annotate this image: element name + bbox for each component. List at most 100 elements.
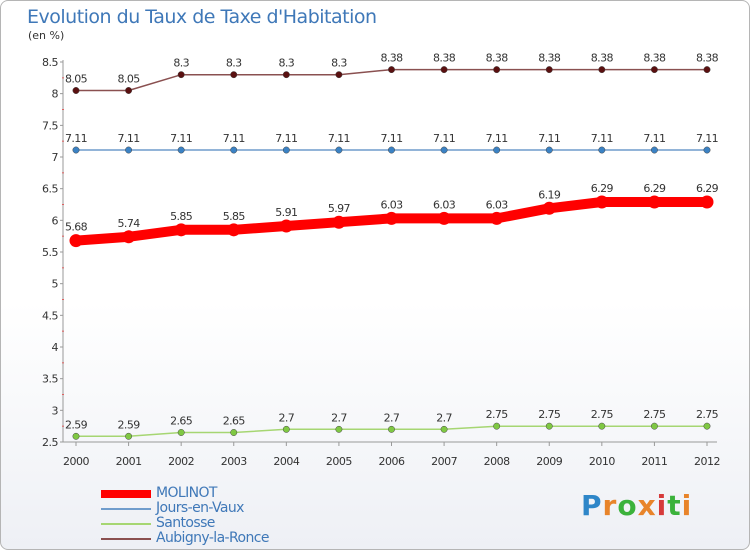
- data-label: 6.03: [433, 198, 456, 211]
- data-point: [282, 425, 290, 433]
- data-point: [437, 211, 451, 225]
- logo-letter: t: [667, 489, 682, 522]
- x-tick-label: 2007: [431, 455, 457, 468]
- data-point: [647, 195, 661, 209]
- data-label: 6.29: [591, 182, 614, 195]
- data-point: [279, 219, 293, 233]
- x-tick-label: 2004: [273, 455, 299, 468]
- data-point: [650, 422, 658, 430]
- data-label: 8.3: [331, 57, 347, 70]
- y-tick-label: 6: [52, 214, 59, 227]
- data-point: [598, 66, 606, 74]
- legend-label: Santosse: [156, 515, 215, 531]
- y-tick-label: 8.5: [42, 56, 58, 69]
- data-point: [125, 146, 133, 154]
- x-tick-label: 2012: [694, 455, 720, 468]
- data-label: 7.11: [538, 132, 560, 145]
- y-tick-label: 4: [52, 341, 59, 354]
- data-label: 5.85: [170, 210, 193, 223]
- data-point: [700, 195, 714, 209]
- data-point: [545, 146, 553, 154]
- data-label: 2.7: [331, 411, 347, 424]
- data-label: 2.75: [486, 408, 509, 421]
- data-point: [440, 66, 448, 74]
- data-point: [650, 146, 658, 154]
- legend-label: Jours-en-Vaux: [156, 500, 244, 516]
- data-point: [385, 211, 398, 225]
- data-label: 7.11: [170, 132, 192, 145]
- legend-label: MOLINOT: [156, 485, 217, 501]
- data-point: [650, 66, 658, 74]
- data-point: [125, 432, 133, 440]
- data-label: 7.11: [486, 132, 508, 145]
- x-tick-label: 2006: [379, 455, 405, 468]
- data-point: [542, 201, 556, 215]
- data-label: 8.05: [65, 73, 88, 86]
- data-label: 5.74: [118, 217, 141, 230]
- y-tick-label: 6.5: [42, 183, 58, 196]
- data-label: 5.91: [275, 206, 297, 219]
- data-label: 6.03: [486, 198, 509, 211]
- y-tick-label: 7: [52, 151, 59, 164]
- data-point: [72, 87, 80, 94]
- y-tick-label: 8: [52, 88, 59, 101]
- data-point: [388, 146, 395, 154]
- data-label: 8.38: [486, 52, 509, 65]
- data-point: [282, 71, 290, 79]
- data-label: 2.7: [384, 411, 400, 424]
- chart-title: Evolution du Taux de Taxe d'Habitation: [27, 6, 377, 28]
- data-label: 7.11: [696, 132, 718, 145]
- x-tick-label: 2008: [484, 455, 510, 468]
- x-tick-label: 2005: [326, 455, 352, 468]
- legend-label: Aubigny-la-Ronce: [156, 530, 269, 546]
- data-point: [335, 71, 343, 79]
- y-tick-label: 2.5: [42, 436, 58, 449]
- data-point: [493, 146, 501, 154]
- data-label: 2.75: [538, 408, 561, 421]
- data-point: [177, 146, 185, 154]
- data-point: [703, 66, 711, 74]
- data-label: 5.97: [328, 202, 351, 215]
- data-point: [493, 422, 501, 430]
- data-point: [335, 425, 343, 433]
- data-point: [493, 66, 501, 74]
- data-point: [332, 215, 346, 229]
- legend-swatch: [101, 508, 151, 510]
- data-label: 7.11: [433, 132, 455, 145]
- data-label: 2.75: [591, 408, 614, 421]
- data-label: 6.29: [696, 182, 719, 195]
- data-label: 7.11: [118, 132, 140, 145]
- logo-letter: o: [617, 489, 638, 522]
- data-label: 5.68: [65, 221, 88, 234]
- logo-letter: P: [581, 489, 603, 522]
- y-tick-label: 7.5: [42, 119, 58, 132]
- logo-letter: i: [681, 489, 693, 522]
- data-point: [122, 230, 136, 244]
- data-point: [545, 66, 553, 74]
- data-point: [388, 425, 395, 433]
- data-label: 7.11: [380, 132, 402, 145]
- data-label: 2.65: [223, 415, 246, 428]
- data-point: [227, 223, 241, 237]
- data-point: [282, 146, 290, 154]
- data-label: 2.75: [696, 408, 719, 421]
- data-point: [440, 425, 448, 433]
- y-axis-unit-label: (en %): [28, 29, 65, 42]
- y-tick-label: 3.5: [42, 373, 58, 386]
- legend-swatch: [101, 523, 151, 525]
- y-tick-label: 3: [52, 404, 59, 417]
- data-label: 7.11: [591, 132, 613, 145]
- data-label: 8.38: [538, 52, 561, 65]
- data-point: [703, 146, 711, 154]
- data-label: 8.38: [696, 52, 719, 65]
- data-label: 8.05: [118, 73, 141, 86]
- logo-letter: x: [637, 489, 657, 522]
- data-label: 8.38: [643, 52, 666, 65]
- logo-letter: i: [656, 489, 668, 522]
- data-point: [490, 211, 504, 225]
- data-point: [703, 422, 711, 430]
- legend-swatch: [101, 538, 151, 540]
- data-point: [335, 146, 343, 154]
